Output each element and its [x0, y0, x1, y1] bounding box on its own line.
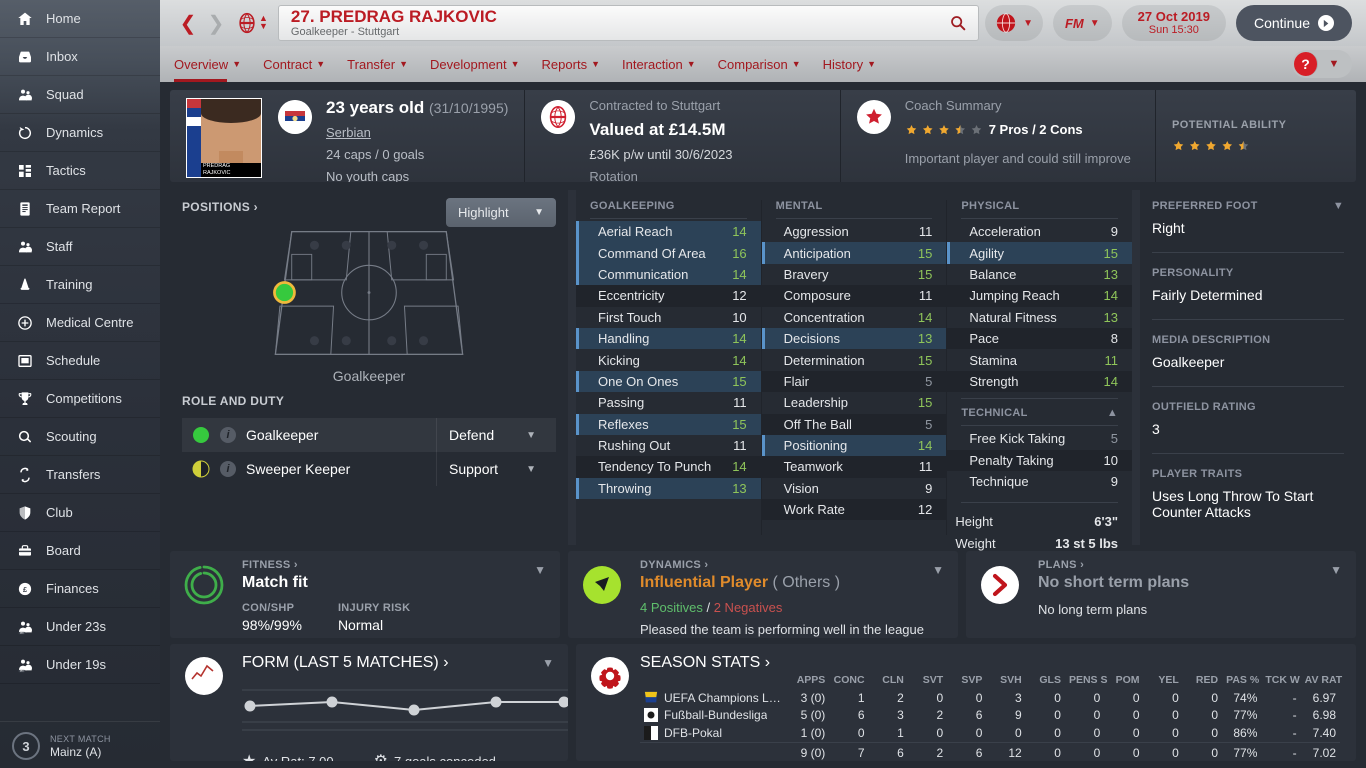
svg-text:£: £ — [23, 584, 27, 593]
